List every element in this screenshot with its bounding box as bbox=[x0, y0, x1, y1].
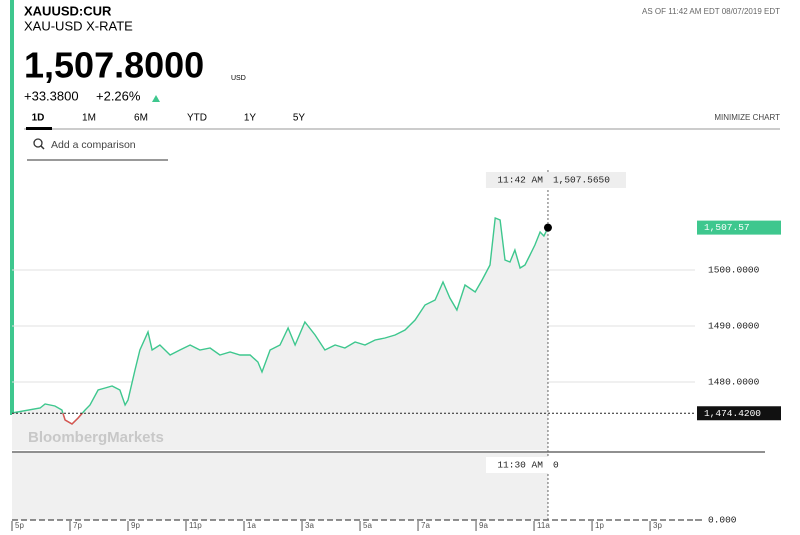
symbol: XAUUSD:CUR bbox=[24, 3, 112, 18]
crosshair-time: 11:42 AM bbox=[497, 175, 543, 186]
tab[interactable]: 1Y bbox=[244, 113, 257, 124]
up-arrow bbox=[152, 95, 160, 102]
x-tick-label: 5a bbox=[363, 521, 372, 530]
area bbox=[12, 218, 548, 450]
price: 1,507.8000 bbox=[24, 45, 204, 86]
tab[interactable]: 1D bbox=[32, 113, 45, 124]
change: +33.3800 bbox=[24, 88, 79, 103]
x-tick-label: 11a bbox=[537, 521, 550, 530]
x-tick-label: 5p bbox=[15, 521, 24, 530]
tab[interactable]: 5Y bbox=[293, 113, 306, 124]
x-tick-label: 9p bbox=[131, 521, 140, 530]
volume-crosshair-box bbox=[485, 457, 564, 473]
comparison-input[interactable]: Add a comparison bbox=[51, 139, 136, 151]
y-tick-label: 1480.0000 bbox=[708, 377, 760, 388]
volume-crosshair-value: 0 bbox=[553, 460, 559, 471]
y-tick-label: 1490.0000 bbox=[708, 321, 760, 332]
tab[interactable]: 1M bbox=[82, 113, 96, 124]
instrument-name: XAU-USD X-RATE bbox=[24, 18, 133, 33]
x-tick-label: 7a bbox=[421, 521, 430, 530]
crosshair-box bbox=[485, 172, 626, 188]
x-tick-label: 11p bbox=[189, 521, 202, 530]
search-icon bbox=[33, 138, 43, 148]
crosshair-value: 1,507.5650 bbox=[553, 175, 610, 186]
accent-bar bbox=[10, 0, 14, 415]
search-icon bbox=[40, 145, 45, 150]
previous-close-box bbox=[697, 406, 781, 421]
x-tick-label: 1a bbox=[247, 521, 256, 530]
currency: USD bbox=[231, 75, 246, 82]
last-value-box bbox=[697, 220, 781, 235]
tab[interactable]: YTD bbox=[187, 113, 207, 124]
volume-crosshair-time: 11:30 AM bbox=[497, 460, 543, 471]
x-tick-label: 3p bbox=[653, 521, 662, 530]
last-value-label: 1,507.57 bbox=[704, 222, 750, 233]
volume-shade bbox=[12, 453, 548, 520]
x-tick-label: 1p bbox=[595, 521, 604, 530]
change-pct: +2.26% bbox=[96, 88, 141, 103]
price-line bbox=[11, 217, 549, 425]
y-tick-label: 1500.0000 bbox=[708, 265, 760, 276]
watermark: BloombergMarkets bbox=[28, 429, 164, 446]
as-of: AS OF 11:42 AM EDT 08/07/2019 EDT bbox=[642, 7, 780, 16]
volume-tick-label: 0.000 bbox=[708, 515, 737, 526]
minimize-chart[interactable]: MINIMIZE CHART bbox=[714, 113, 780, 122]
x-tick-label: 9a bbox=[479, 521, 488, 530]
previous-close-label: 1,474.4200 bbox=[704, 408, 761, 419]
tab-underline bbox=[26, 127, 52, 130]
last-point bbox=[543, 223, 552, 232]
x-tick-label: 7p bbox=[73, 521, 82, 530]
tab[interactable]: 6M bbox=[134, 113, 148, 124]
x-tick-label: 3a bbox=[305, 521, 314, 530]
